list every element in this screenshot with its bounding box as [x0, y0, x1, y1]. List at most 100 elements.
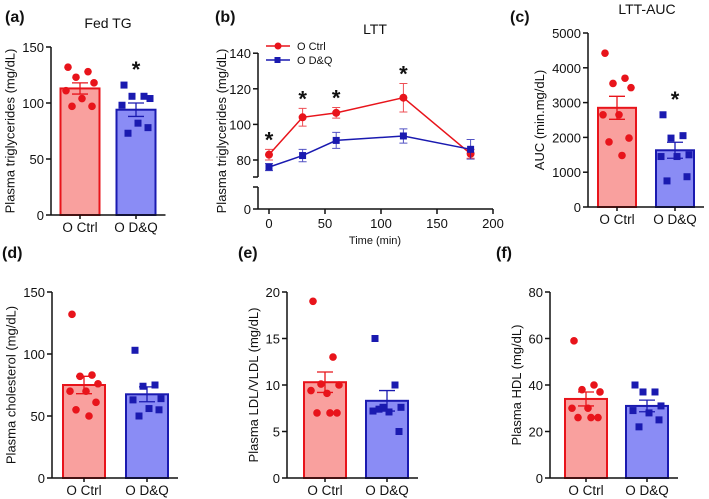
legend-label: O Ctrl [297, 41, 326, 53]
bar-o-ctrl [303, 381, 347, 479]
data-point [82, 387, 90, 396]
panel-label: (e) [238, 245, 258, 262]
data-point [601, 49, 609, 57]
significance-star: * [132, 57, 141, 82]
data-point [615, 110, 623, 119]
data-point [84, 67, 92, 76]
y-tick-label: 0 [37, 208, 44, 223]
x-tick-label: O D&Q [625, 483, 669, 498]
error-bar [72, 82, 88, 95]
significance-star: * [298, 86, 307, 111]
data-point [618, 151, 626, 160]
data-point [631, 381, 639, 389]
data-point [151, 381, 159, 389]
y-tick-label: 5000 [552, 26, 581, 41]
data-point [335, 381, 343, 389]
x-tick-label: O Ctrl [307, 483, 342, 498]
y-tick-label: 0 [244, 202, 251, 217]
x-tick-label: 150 [426, 216, 448, 231]
data-point [265, 150, 273, 159]
panel-label: (c) [510, 9, 530, 26]
y-tick-label: 120 [229, 82, 251, 97]
y-tick-label: 80 [529, 285, 543, 300]
data-point [657, 402, 665, 410]
data-point [467, 145, 475, 153]
bar-o-ctrl [564, 397, 608, 480]
bar-o-ctrl [597, 106, 637, 208]
x-tick-label: 50 [318, 216, 332, 231]
data-point [309, 297, 317, 306]
y-axis-label: Plasma triglycerides (mg/dL) [214, 49, 229, 214]
y-tick-label: 0 [38, 471, 45, 486]
panel-label: (b) [215, 9, 235, 26]
y-tick-label: 20 [529, 425, 543, 440]
series-line-od-q [268, 135, 471, 168]
data-point [399, 132, 407, 140]
data-point [76, 372, 84, 381]
data-point [659, 111, 667, 119]
data-point [673, 153, 681, 161]
y-tick-label: 15 [266, 332, 280, 347]
data-point [313, 409, 321, 417]
data-point [655, 416, 663, 424]
y-tick-label: 2000 [552, 130, 581, 145]
data-point [625, 134, 633, 142]
data-point [131, 346, 139, 354]
data-point [627, 83, 635, 92]
y-axis-label: Plasma HDL (mg/dL) [509, 325, 524, 446]
data-point [326, 409, 334, 417]
data-point [609, 79, 617, 88]
x-tick-label: O D&Q [653, 212, 697, 227]
legend-marker [274, 57, 281, 63]
data-point [605, 138, 613, 146]
data-point [391, 381, 399, 389]
data-point [134, 119, 142, 127]
data-point [594, 413, 602, 422]
data-point [120, 81, 128, 89]
data-point [568, 404, 576, 413]
data-point [90, 79, 98, 87]
y-tick-label: 140 [229, 46, 251, 61]
data-point [299, 152, 307, 160]
data-point [679, 132, 687, 140]
data-point [94, 379, 102, 388]
panel-title: Fed TG [84, 15, 131, 31]
y-tick-label: 50 [31, 409, 45, 424]
data-point [596, 388, 604, 396]
data-point [145, 405, 153, 413]
legend-marker [274, 42, 282, 50]
y-tick-label: 10 [266, 378, 280, 393]
x-tick-label: O Ctrl [66, 483, 101, 498]
data-point [332, 136, 340, 144]
data-point [399, 93, 408, 102]
y-tick-label: 100 [22, 96, 44, 111]
data-point [323, 389, 331, 398]
y-axis-label: Plasma cholesterol (mg/dL) [4, 306, 19, 464]
data-point [395, 428, 403, 435]
data-point [64, 63, 72, 71]
data-point [683, 173, 691, 181]
y-tick-label: 5 [273, 425, 280, 440]
data-point [317, 380, 325, 388]
data-point [128, 92, 136, 100]
y-tick-label: 20 [266, 285, 280, 300]
significance-star: * [399, 61, 408, 86]
data-point [584, 404, 592, 413]
data-point [397, 403, 405, 411]
y-tick-label: 60 [529, 332, 543, 347]
significance-star: * [332, 85, 341, 110]
data-point [375, 405, 383, 413]
y-axis-label: Plasma LDL/VLDL (mg/dL) [246, 308, 261, 463]
data-point [129, 396, 137, 404]
data-point [85, 412, 93, 420]
data-point [68, 310, 76, 319]
data-point [599, 110, 607, 119]
data-point [570, 337, 578, 345]
data-point [371, 335, 379, 342]
y-axis-label: AUC (min.mg/dL) [532, 70, 547, 170]
panel-label: (a) [5, 9, 25, 26]
y-tick-label: 100 [23, 347, 45, 362]
data-point [685, 151, 693, 159]
data-point [667, 134, 675, 142]
